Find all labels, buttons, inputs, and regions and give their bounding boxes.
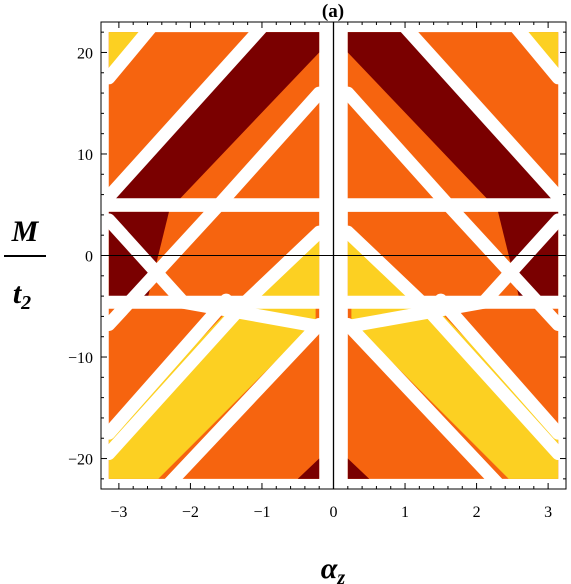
region-lower-yellow-right — [351, 305, 559, 479]
y-tick-label: −10 — [68, 350, 93, 367]
y-tick-label: 10 — [77, 147, 93, 164]
separator-diag-d-right — [509, 22, 565, 85]
separator-diag-e-right — [341, 318, 505, 489]
region-lower-yellow-left — [108, 305, 316, 479]
y-tick-label: 20 — [77, 45, 93, 62]
reference-lines — [101, 22, 566, 489]
region-lower-darkred-right — [347, 458, 370, 479]
x-axis-label-main: α — [321, 552, 338, 584]
y-axis-label-denominator-main: t — [13, 277, 23, 310]
y-axis-label-denominator: t2 — [13, 277, 31, 314]
region-lower-darkred-left — [297, 458, 320, 479]
x-tick-label: 1 — [401, 504, 409, 521]
separator-diag-c-left — [102, 22, 269, 204]
separator-diag-c-right — [398, 22, 565, 204]
x-tick-label: 3 — [544, 504, 552, 521]
separator-diag-f-left — [102, 293, 233, 440]
region-upper-darkred-right — [347, 32, 559, 203]
x-axis-ticks: −3 −2 −1 0 1 2 3 — [110, 22, 552, 521]
x-tick-label: −3 — [110, 504, 127, 521]
y-tick-label: −20 — [68, 452, 93, 469]
y-tick-label: 0 — [85, 249, 93, 266]
x-tick-label: 0 — [330, 504, 338, 521]
region-layer — [102, 22, 565, 489]
x-tick-label: −1 — [253, 504, 270, 521]
y-axis-label-numerator: M — [11, 215, 40, 248]
x-tick-label: 2 — [473, 504, 481, 521]
x-axis-label: αz — [321, 552, 346, 584]
y-axis-label: M t2 — [4, 215, 46, 314]
x-tick-label: −2 — [182, 504, 199, 521]
x-axis-label-subscript: z — [336, 567, 345, 584]
separator-diag-f-right — [434, 293, 565, 440]
region-upper-darkred-left — [108, 32, 320, 203]
y-axis-ticks: −20 −10 0 10 20 — [68, 31, 566, 480]
y-axis-label-denominator-subscript: 2 — [20, 292, 31, 314]
separator-diag-d-left — [102, 22, 158, 85]
separator-diag-e-left — [162, 318, 326, 489]
chart-title: (a) — [322, 1, 344, 22]
